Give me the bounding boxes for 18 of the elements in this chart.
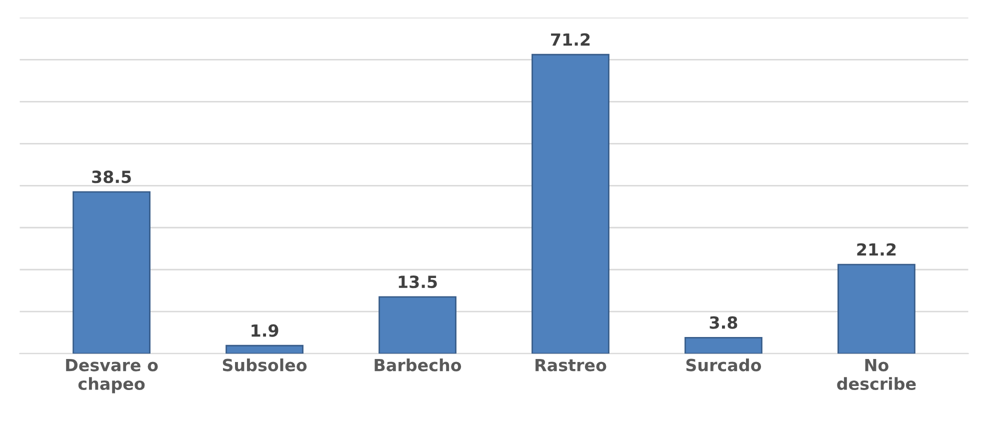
- x-tick-label: Surcado: [686, 358, 762, 372]
- x-tick-label: Desvare o chapeo: [66, 358, 158, 394]
- data-label: 21.2: [857, 243, 896, 256]
- x-tick-label: Subsoleo: [222, 358, 307, 372]
- data-label: 71.2: [551, 33, 590, 46]
- data-label: 38.5: [92, 170, 131, 184]
- x-tick-label: Rastreo: [536, 358, 606, 372]
- bar: [684, 336, 762, 354]
- bar: [838, 264, 916, 354]
- bar: [72, 191, 150, 354]
- bar: [378, 296, 456, 354]
- data-label: 1.9: [252, 324, 278, 337]
- data-label: 13.5: [398, 276, 437, 288]
- bar: [532, 54, 610, 354]
- data-label: 3.8: [710, 316, 738, 329]
- x-tick-label: No describe: [837, 358, 916, 390]
- x-tick-label: Barbecho: [374, 358, 462, 372]
- bar: [226, 344, 304, 354]
